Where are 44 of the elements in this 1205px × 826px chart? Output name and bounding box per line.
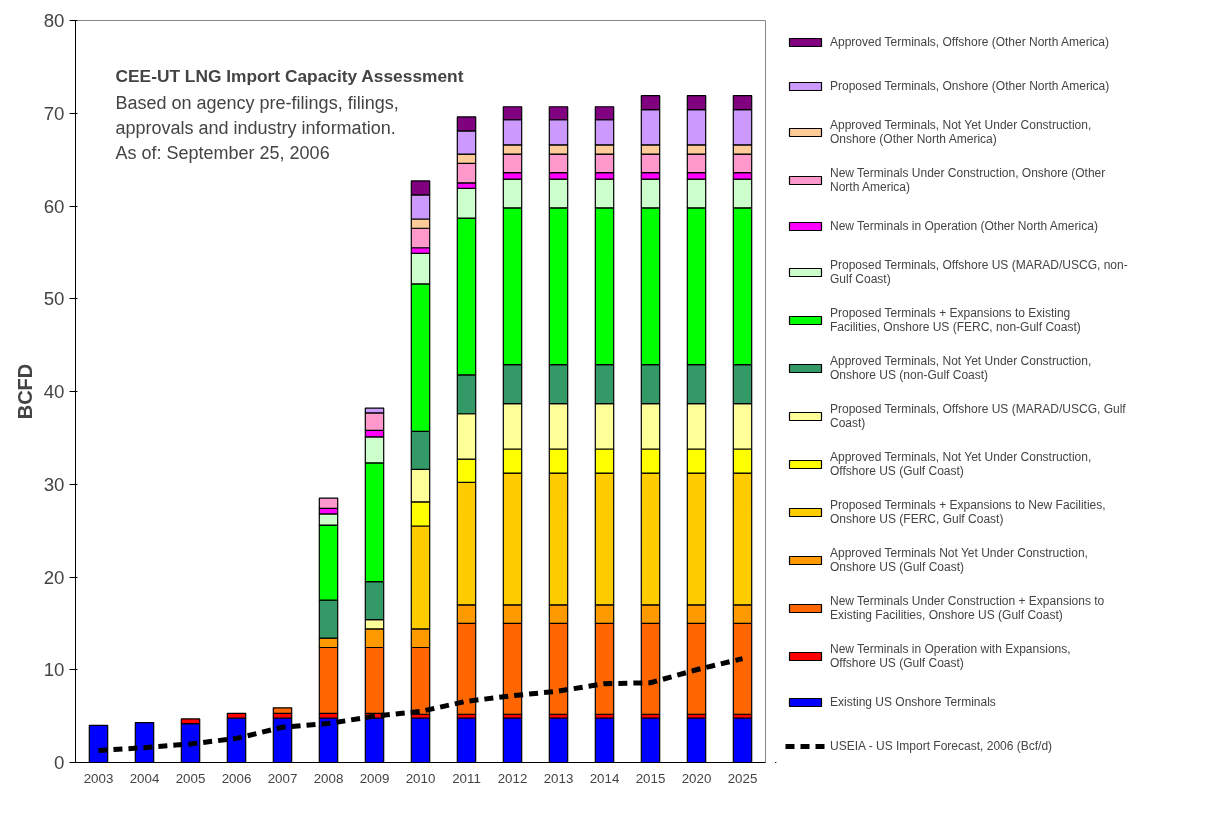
- y-tick-label: 40: [43, 381, 65, 402]
- x-tick-label: 2013: [543, 770, 574, 786]
- y-tick-label: 10: [43, 659, 65, 681]
- legend-label: New Terminals in Operation with Expansions, Offshore US (Gulf Coast): [830, 642, 1071, 670]
- annotation: As of: September 25, 2006: [115, 142, 330, 163]
- legend-label: Proposed Terminals, Offshore US (MARAD/USCG, Gulf Coast): [830, 402, 1126, 430]
- text: Based on agency pre-filings, filings, approvals and industry information.: [115, 92, 399, 138]
- x-tick-label: 2014: [589, 770, 620, 786]
- legend-label: Proposed Terminals, Offshore US (MARAD/USCG, non-Gulf Coast): [830, 258, 1128, 286]
- text: CEE-UT LNG Import Capacity Assessment: [115, 65, 464, 86]
- legend-label: New Terminals in Operation (Other North America): [830, 218, 1098, 235]
- y-tick-label: 30: [43, 473, 65, 495]
- x-tick-label: 2010: [405, 770, 436, 786]
- y-tick-label: 0: [54, 752, 65, 773]
- legend-label: Proposed Terminals + Expansions to New Facilities, Onshore US (FERC, Gulf Coast): [830, 498, 1106, 526]
- legend-label: Approved Terminals, Not Yet Under Construction, Onshore US (non-Gulf Coast): [830, 354, 1092, 382]
- x-tick-label: 2003: [83, 770, 114, 786]
- x-tick-label: 2025: [727, 770, 758, 786]
- x-tick-label: 2015: [635, 770, 666, 786]
- x-tick-label: 2006: [221, 770, 252, 786]
- legend-label: Approved Terminals, Not Yet Under Construction, Onshore (Other North America): [830, 118, 1092, 146]
- x-tick-label: 2009: [359, 770, 390, 786]
- legend-label: New Terminals Under Construction, Onshore (Other North America): [830, 166, 1106, 194]
- x-tick-label: 2004: [129, 770, 160, 786]
- legend-label: Approved Terminals, Offshore (Other North America): [830, 34, 1109, 51]
- legend-label: Proposed Terminals, Onshore (Other North America): [830, 78, 1110, 95]
- legend-label: Proposed Terminals + Expansions to Existing Facilities, Onshore US (FERC, non-Gulf Coast): [830, 306, 1081, 334]
- legend-label: Approved Terminals Not Yet Under Construction, Onshore US (Gulf Coast): [830, 546, 1088, 574]
- x-tick-label: 2020: [681, 770, 712, 786]
- y-tick-label: 60: [43, 195, 65, 217]
- legend-label: USEIA - US Import Forecast, 2006 (Bcf/d): [830, 738, 1053, 755]
- y-tick-label: 50: [43, 288, 65, 310]
- x-tick-label: 2011: [452, 770, 481, 786]
- legend-label: Approved Terminals, Not Yet Under Construction, Offshore US (Gulf Coast): [830, 450, 1092, 478]
- x-tick-label: 2005: [175, 770, 206, 786]
- x-tick-label: 2008: [313, 770, 344, 786]
- y-axis-title: BCFD: [13, 363, 36, 420]
- y-tick-label: 20: [43, 566, 65, 588]
- x-tick-label: 2012: [497, 770, 528, 786]
- y-tick-label: 80: [43, 10, 65, 31]
- y-tick-label: 70: [43, 102, 65, 124]
- x-tick-label: 2007: [267, 770, 298, 786]
- legend-label: Existing US Onshore Terminals: [830, 694, 996, 711]
- legend-label: New Terminals Under Construction + Expansions to Existing Facilities, Onshore US (Gulf Coast): [830, 594, 1105, 622]
